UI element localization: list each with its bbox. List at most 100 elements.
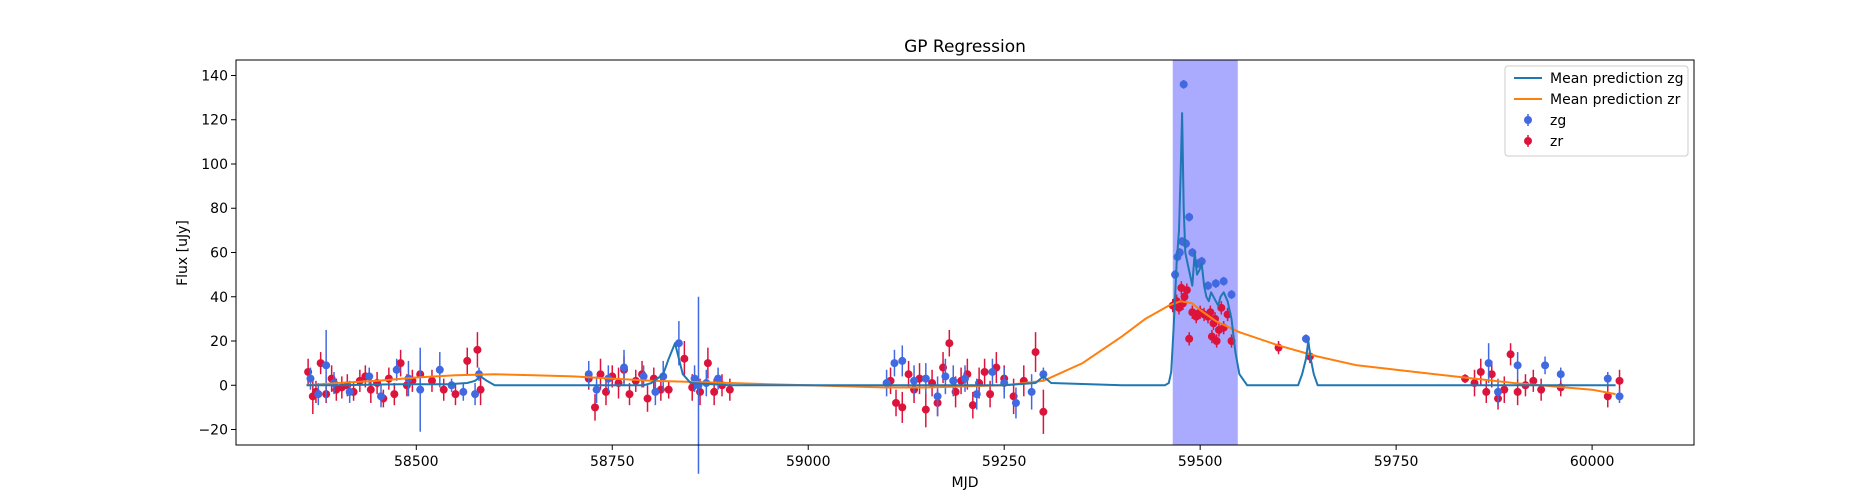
zg-point	[933, 392, 942, 401]
zr-point	[1206, 308, 1215, 317]
zr-point	[904, 370, 913, 379]
mean-prediction-lines	[306, 112, 1616, 396]
zg-point	[1039, 370, 1048, 379]
zr-point	[664, 385, 673, 394]
zg-point	[1204, 281, 1212, 290]
zr-point	[986, 390, 995, 399]
zr-point	[643, 394, 652, 403]
zg-point	[1556, 370, 1565, 379]
zr-point	[390, 390, 399, 399]
zr-point	[921, 405, 930, 414]
zg-point	[306, 374, 315, 383]
zr-point	[945, 339, 954, 348]
y-tick-label: 100	[201, 157, 228, 173]
zg-point	[322, 361, 331, 370]
legend-zr-marker	[1524, 137, 1532, 145]
zr-point	[1500, 385, 1509, 394]
zr-point	[596, 370, 605, 379]
zg-point	[1494, 387, 1503, 396]
zg-point	[910, 376, 919, 385]
zg-point	[1541, 361, 1550, 370]
zr-point	[1031, 348, 1040, 357]
zr-point	[1513, 387, 1522, 396]
y-tick-label: 120	[201, 113, 228, 129]
zg-point	[620, 363, 629, 372]
zg-point	[659, 372, 668, 381]
x-tick-label: 59750	[1374, 454, 1419, 470]
zg-point	[471, 390, 480, 399]
x-tick-label: 59500	[1178, 454, 1223, 470]
y-tick-label: −20	[198, 423, 228, 439]
zg-point	[365, 372, 374, 381]
zr-point	[1217, 303, 1226, 312]
y-tick-label: 60	[210, 246, 228, 262]
zr-point	[396, 359, 405, 368]
mean-prediction-zg-line	[306, 112, 1616, 387]
y-tick-label: 140	[201, 68, 228, 84]
zr-point	[427, 376, 436, 385]
zg-point	[898, 356, 907, 365]
zr-point	[980, 367, 989, 376]
mean-prediction-zr-line	[306, 300, 1616, 396]
x-tick-label: 58750	[590, 454, 635, 470]
zg-point	[890, 359, 899, 368]
zg-point	[674, 339, 683, 348]
legend-zr-label: zr	[1550, 134, 1563, 150]
zr-point	[591, 403, 600, 412]
zr-point	[451, 390, 460, 399]
zg-point	[988, 367, 997, 376]
zr-point	[892, 398, 901, 407]
zg-point	[949, 376, 958, 385]
zr-point	[1537, 385, 1546, 394]
zr-point	[968, 401, 977, 410]
zg-point	[435, 365, 444, 374]
zg-point	[1603, 374, 1612, 383]
zg-point	[592, 385, 601, 394]
zg-point	[1197, 257, 1206, 266]
zr-point	[1615, 376, 1624, 385]
zr-point	[1603, 392, 1612, 401]
zr-point	[439, 385, 448, 394]
zr-point	[1529, 376, 1538, 385]
zr-point	[710, 387, 719, 396]
legend-zg-marker	[1524, 116, 1532, 124]
zg-point	[639, 372, 648, 381]
zg-point	[941, 372, 950, 381]
zr-point	[366, 385, 375, 394]
zr-point	[898, 403, 907, 412]
zg-point	[714, 374, 723, 383]
x-tick-label: 58500	[394, 454, 439, 470]
x-tick-label: 60000	[1570, 454, 1615, 470]
zr-point	[476, 385, 485, 394]
zg-point	[1211, 279, 1220, 288]
zg-point	[392, 365, 401, 374]
zr-point	[1185, 334, 1194, 343]
y-tick-label: 20	[210, 334, 228, 350]
legend-zg-label: zg	[1550, 113, 1566, 129]
zr-point	[1487, 370, 1496, 379]
zg-point	[1219, 277, 1228, 286]
legend: Mean prediction zg Mean prediction zr zg…	[1504, 65, 1689, 157]
zg-point	[459, 387, 468, 396]
y-axis-ticks: −20 0 20 40 60 80 100 120 140	[198, 68, 236, 439]
chart-title: GP Regression	[904, 37, 1026, 57]
zr-point	[625, 390, 634, 399]
zg-point	[961, 374, 969, 383]
zg-point	[1185, 213, 1194, 222]
zg-point	[1011, 398, 1020, 407]
zg-point	[1227, 290, 1236, 299]
legend-zr-line-label: Mean prediction zr	[1550, 92, 1681, 108]
x-tick-label: 59250	[982, 454, 1027, 470]
zg-point	[1484, 359, 1493, 368]
y-tick-label: 40	[210, 290, 228, 306]
zr-point	[680, 354, 689, 363]
zg-point	[1513, 361, 1522, 370]
zg-point	[1179, 80, 1188, 89]
x-tick-label: 59000	[786, 454, 831, 470]
zr-point	[1482, 387, 1491, 396]
x-axis-ticks: 58500 58750 59000 59250 59500 59750 60000	[394, 445, 1614, 470]
zg-point	[921, 374, 930, 383]
y-tick-label: 80	[210, 201, 228, 217]
zr-point	[1212, 337, 1221, 346]
